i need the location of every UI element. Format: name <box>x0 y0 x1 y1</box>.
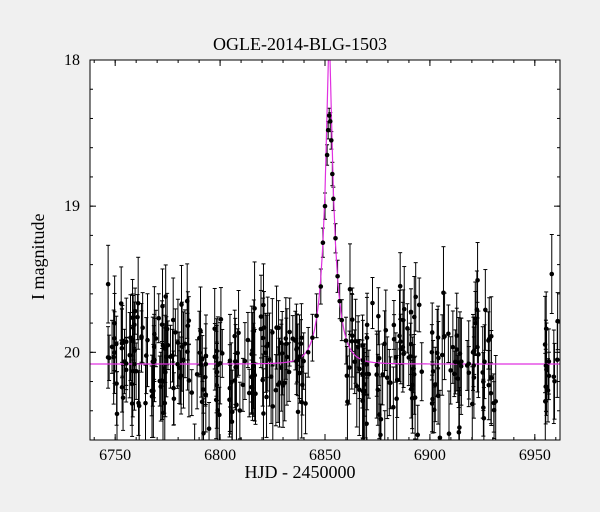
lightcurve-figure: OGLE-2014-BLG-1503 HJD - 2450000 I magni… <box>0 0 600 512</box>
svg-text:6800: 6800 <box>204 447 236 464</box>
svg-text:6900: 6900 <box>414 447 446 464</box>
svg-text:6850: 6850 <box>309 447 341 464</box>
svg-text:19: 19 <box>64 198 80 215</box>
svg-text:20: 20 <box>64 344 80 361</box>
svg-text:6950: 6950 <box>519 447 551 464</box>
plot-area: 6750 6800 6850 6900 6950 18 19 20 <box>0 0 600 512</box>
svg-text:6750: 6750 <box>99 447 131 464</box>
svg-text:18: 18 <box>64 52 80 69</box>
